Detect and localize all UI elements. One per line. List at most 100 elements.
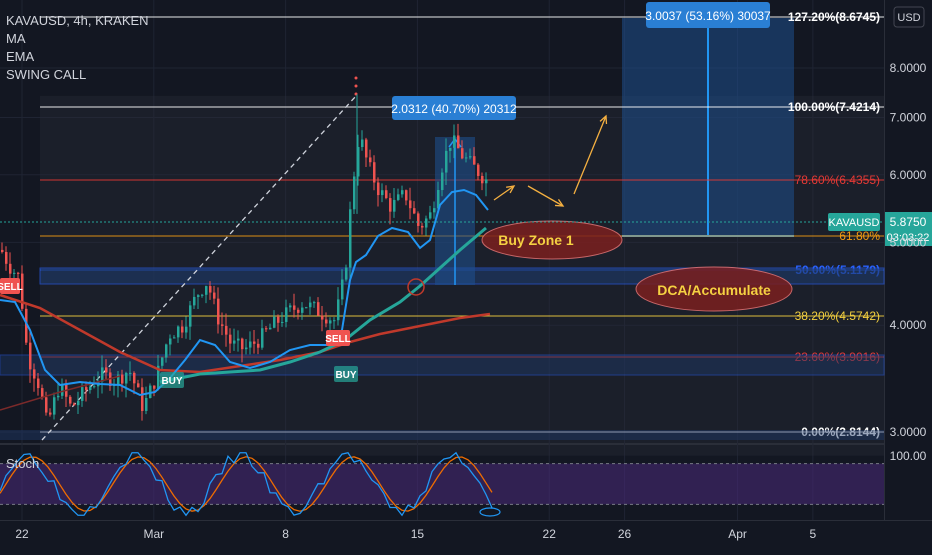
candle-body: [217, 298, 220, 325]
candle-body: [21, 273, 24, 309]
candle-body: [369, 157, 372, 163]
buy-zone-label: Buy Zone 1: [498, 232, 574, 248]
stoch-pane-label[interactable]: Stoch: [6, 456, 40, 471]
currency-button[interactable]: USD: [893, 6, 925, 28]
candle-body: [385, 190, 388, 199]
candle-body: [277, 316, 280, 323]
candle-body: [445, 150, 448, 173]
symbol-title[interactable]: KAVAUSD, 4h, KRAKEN: [6, 13, 149, 28]
signal-buy-2[interactable]: BUY: [160, 372, 184, 388]
price-axis[interactable]: 8.0000 7.0000 6.0000 5.0000 4.0000 3.0000: [890, 61, 927, 439]
candle-body: [281, 321, 284, 323]
time-axis[interactable]: 22 Mar 8 15 22 26 Apr 5: [15, 527, 816, 541]
candle-body: [165, 344, 168, 358]
candle-body: [193, 296, 196, 306]
buy-zone-1[interactable]: Buy Zone 1: [481, 220, 623, 260]
signal-sell-0[interactable]: SELL: [0, 278, 23, 294]
candle-body: [245, 347, 248, 350]
candle-body: [189, 305, 192, 327]
candle-body: [269, 327, 272, 330]
time-tick-label: 26: [618, 527, 632, 541]
candle-body: [317, 302, 320, 316]
signal-sell-1[interactable]: SELL: [325, 330, 351, 346]
measure-label-1[interactable]: 3.0037 (53.16%) 30037: [645, 2, 771, 28]
candle-body: [429, 212, 432, 219]
candle-body: [333, 320, 336, 322]
candle-body: [121, 374, 124, 384]
indicator-ema-label[interactable]: EMA: [6, 49, 35, 64]
candle-body: [29, 342, 32, 370]
time-tick-label: Apr: [728, 527, 747, 541]
candle-body: [149, 385, 152, 398]
time-axis-divider: [0, 520, 932, 521]
candle-body: [233, 340, 236, 344]
candle-body: [117, 374, 120, 385]
candle-body: [393, 199, 396, 212]
candle-body: [41, 388, 44, 398]
symbol-badge: [828, 213, 880, 231]
fib-label-1: 100.00%(7.4214): [788, 100, 880, 114]
measure-label-0[interactable]: 2.0312 (40.70%) 20312: [391, 96, 517, 120]
candle-body: [337, 299, 340, 321]
candle-body: [5, 251, 8, 264]
candle-body: [349, 209, 352, 268]
candle-body: [261, 328, 264, 348]
signal-buy-3[interactable]: BUY: [334, 366, 358, 382]
arrow-1: [493, 185, 515, 201]
dca-zone[interactable]: DCA/Accumulate: [635, 266, 793, 312]
candle-body: [125, 372, 128, 384]
arrow-3: [573, 115, 607, 195]
price-tick-label: 6.0000: [890, 168, 927, 182]
candle-body: [465, 157, 468, 159]
candle-body: [469, 156, 472, 158]
projection-dot: [354, 76, 358, 80]
candle-body: [209, 286, 212, 293]
time-tick-label: 5: [810, 527, 817, 541]
time-tick-label: 15: [411, 527, 425, 541]
candle-body: [145, 397, 148, 411]
time-tick-label: 22: [15, 527, 29, 541]
candle-body: [85, 387, 88, 391]
candle-body: [249, 341, 252, 348]
candle-body: [201, 294, 204, 296]
stoch-d-line: [0, 456, 493, 512]
price-badge: [885, 212, 932, 246]
candle-body: [405, 190, 408, 201]
candle-body: [1, 249, 4, 252]
ma-line: [0, 293, 491, 374]
current-price-marker[interactable]: KAVAUSD 5.8750 03:03:22: [828, 212, 932, 246]
candle-body: [457, 135, 460, 149]
fib-label-0: 127.20%(8.6745): [788, 10, 880, 24]
chart-legend: KAVAUSD, 4h, KRAKEN MA EMA SWING CALL: [6, 12, 149, 84]
projection-dot: [354, 84, 358, 88]
candle-body: [397, 194, 400, 200]
candle-body: [137, 383, 140, 388]
measure-label-text: 3.0037 (53.16%) 30037: [645, 9, 771, 23]
candle-body: [417, 213, 420, 226]
candle-body: [477, 164, 480, 176]
price-tick-label: 3.0000: [890, 425, 927, 439]
fib-label-7: 0.00%(2.8144): [801, 425, 880, 439]
indicator-swing-call-label[interactable]: SWING CALL: [6, 67, 87, 82]
target-measure-box: [622, 18, 794, 237]
candle-body: [17, 272, 20, 274]
price-badge-countdown: 03:03:22: [887, 232, 930, 244]
candle-body: [329, 320, 332, 324]
candle-body: [401, 190, 404, 195]
candle-body: [173, 337, 176, 339]
candle-body: [81, 387, 84, 401]
indicator-ma-label[interactable]: MA: [6, 31, 26, 46]
candle-body: [237, 338, 240, 341]
buy-zone-ellipse: [481, 220, 623, 260]
candle-body: [481, 175, 484, 184]
candle-body: [153, 385, 156, 389]
price-axis-divider: [884, 0, 885, 520]
dca-zone-ellipse: [635, 266, 793, 312]
candle-body: [301, 307, 304, 313]
candle-body: [53, 397, 56, 415]
candle-body: [33, 369, 36, 379]
price-tick-label: 7.0000: [890, 111, 927, 125]
swing-low-marker: [407, 278, 425, 296]
